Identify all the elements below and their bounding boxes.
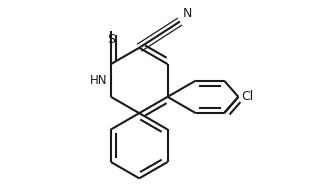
Text: N: N [183, 7, 192, 20]
Text: HN: HN [89, 74, 107, 87]
Text: Cl: Cl [241, 90, 253, 103]
Text: S: S [107, 33, 115, 46]
